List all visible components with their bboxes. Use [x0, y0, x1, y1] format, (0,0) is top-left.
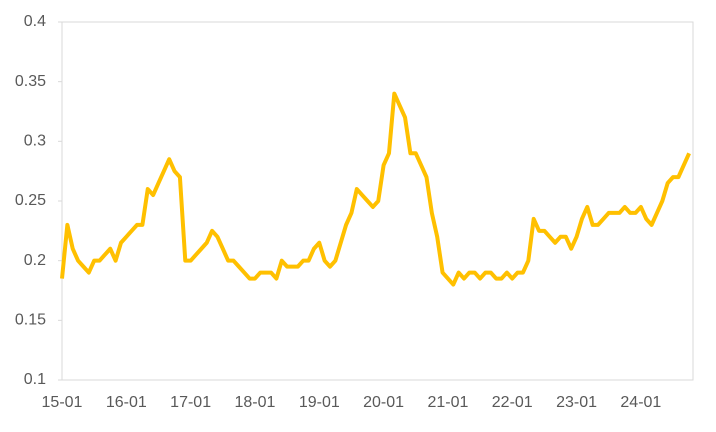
y-tick-label: 0.35: [15, 73, 46, 90]
y-tick-label: 0.4: [24, 13, 46, 30]
line: [60, 91, 691, 287]
y-tick-label: 0.1: [24, 371, 46, 388]
x-tick-label: 23-01: [556, 394, 597, 411]
x-tick-label: 22-01: [492, 394, 533, 411]
y-tick-label: 0.2: [24, 252, 46, 269]
y-tick-label: 0.3: [24, 133, 46, 150]
x-tick-label: 24-01: [620, 394, 661, 411]
x-tick-label: 16-01: [106, 394, 147, 411]
x-tick-label: 17-01: [170, 394, 211, 411]
x-tick-label: 18-01: [234, 394, 275, 411]
y-tick-label: 0.25: [15, 192, 46, 209]
y-tick-label: 0.15: [15, 312, 46, 329]
x-tick-label: 15-01: [42, 394, 83, 411]
x-tick-label: 19-01: [299, 394, 340, 411]
x-tick-label: 20-01: [363, 394, 404, 411]
x-tick-label: 21-01: [427, 394, 468, 411]
